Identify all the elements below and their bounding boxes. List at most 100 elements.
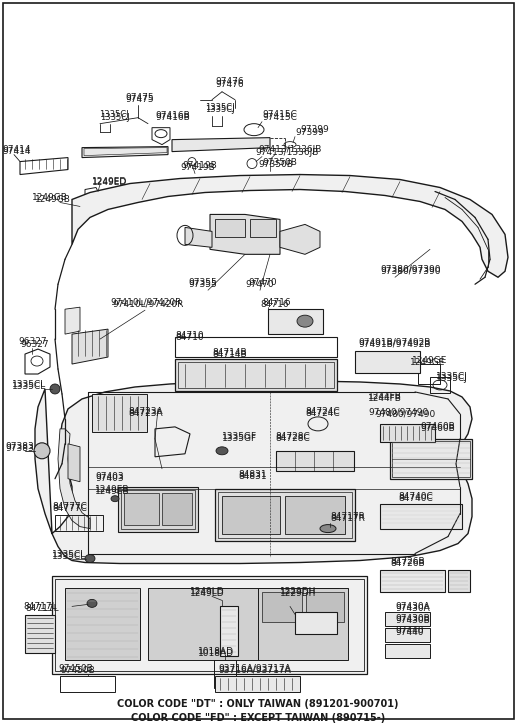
Text: 96327: 96327	[18, 337, 47, 345]
Bar	[214, 660, 236, 689]
Text: 97416B: 97416B	[155, 111, 190, 120]
Text: 1249GE: 1249GE	[410, 358, 445, 366]
Text: 97419B: 97419B	[180, 163, 215, 172]
Bar	[258, 589, 348, 660]
Bar	[55, 515, 103, 531]
Bar	[418, 364, 440, 384]
Bar	[268, 309, 323, 334]
Bar	[52, 576, 367, 674]
Text: 84777C: 84777C	[52, 504, 87, 513]
Text: 97410L/97420R: 97410L/97420R	[112, 300, 184, 308]
Text: 97415C: 97415C	[262, 110, 297, 119]
Bar	[385, 644, 430, 658]
Ellipse shape	[87, 599, 97, 607]
Text: 1335CJ: 1335CJ	[100, 113, 130, 122]
Text: 1249EB: 1249EB	[95, 487, 129, 496]
Ellipse shape	[111, 496, 119, 502]
Text: 97413/1336JB: 97413/1336JB	[255, 148, 318, 157]
Text: 97440: 97440	[395, 628, 423, 637]
Text: 97475: 97475	[125, 96, 154, 104]
Text: 1249LD: 1249LD	[190, 589, 224, 598]
Polygon shape	[65, 307, 80, 334]
Text: 1249GE: 1249GE	[412, 355, 447, 365]
Bar	[380, 571, 445, 592]
Polygon shape	[35, 381, 472, 563]
Text: 1244FB: 1244FB	[368, 395, 402, 403]
Bar	[215, 219, 245, 237]
Text: 97430B: 97430B	[395, 614, 430, 623]
Text: 84716: 84716	[262, 298, 291, 307]
Bar	[118, 487, 198, 531]
Text: 1249ED: 1249ED	[92, 177, 127, 186]
Text: 1335GF: 1335GF	[222, 432, 257, 442]
Text: 1335CL: 1335CL	[52, 550, 86, 559]
Text: 97403: 97403	[95, 472, 124, 481]
Bar	[175, 359, 337, 391]
Text: 97383: 97383	[5, 442, 34, 451]
Bar	[121, 489, 195, 529]
Text: 84724C: 84724C	[305, 408, 340, 416]
Bar	[175, 337, 337, 357]
Text: 84726B: 84726B	[390, 559, 424, 568]
Text: 1229DH: 1229DH	[280, 587, 316, 596]
Text: 97430A: 97430A	[395, 604, 430, 613]
Text: 97403: 97403	[95, 474, 124, 483]
Text: 97475: 97475	[125, 93, 154, 102]
Text: 97480/97490: 97480/97490	[375, 409, 435, 418]
Text: 97413/1336JB: 97413/1336JB	[258, 145, 322, 154]
Text: 97399: 97399	[300, 125, 329, 134]
Bar	[276, 451, 354, 471]
Bar	[390, 439, 472, 479]
Bar	[355, 351, 420, 373]
Text: 84723A: 84723A	[128, 409, 163, 418]
Text: 97383: 97383	[5, 445, 34, 453]
Text: 84710: 84710	[175, 331, 204, 340]
Text: 84710: 84710	[175, 332, 204, 342]
Bar	[385, 628, 430, 642]
Bar	[215, 676, 300, 692]
Bar	[448, 571, 470, 592]
Bar	[285, 496, 345, 534]
Text: 97414: 97414	[2, 145, 31, 154]
Ellipse shape	[297, 315, 313, 327]
Text: 1249EB: 1249EB	[95, 485, 129, 494]
Polygon shape	[185, 227, 212, 248]
Bar	[392, 441, 470, 476]
Text: 84728C: 84728C	[275, 432, 310, 442]
Text: 1335CL: 1335CL	[12, 381, 46, 390]
Text: 97355: 97355	[188, 278, 217, 287]
Text: 1249ED: 1249ED	[92, 178, 127, 187]
Polygon shape	[72, 329, 108, 364]
Bar	[148, 589, 338, 660]
Bar	[215, 489, 355, 541]
Text: 1335CL: 1335CL	[12, 382, 46, 392]
Text: 1244FB: 1244FB	[368, 392, 402, 401]
Text: 97355: 97355	[188, 279, 217, 289]
Text: 96327: 96327	[20, 340, 49, 348]
Text: 97450B: 97450B	[60, 665, 95, 675]
Text: 97476: 97476	[215, 77, 244, 86]
Ellipse shape	[34, 443, 50, 459]
Bar	[55, 579, 364, 671]
Text: 97416B: 97416B	[155, 113, 190, 122]
Text: 97491B/97492B: 97491B/97492B	[358, 337, 430, 347]
Text: 1335CJ: 1335CJ	[205, 105, 235, 114]
Text: 1249GB: 1249GB	[35, 195, 71, 204]
Text: 1229DH: 1229DH	[280, 589, 316, 598]
Text: 97476: 97476	[215, 80, 244, 89]
Text: 1335CJ: 1335CJ	[205, 104, 235, 112]
Bar	[25, 615, 55, 653]
Text: 84740C: 84740C	[398, 494, 433, 503]
Text: 84728C: 84728C	[275, 434, 310, 443]
Text: COLOR CODE "FD" : EXCEPT TAIWAN (890715-): COLOR CODE "FD" : EXCEPT TAIWAN (890715-…	[131, 713, 385, 723]
Text: 97460B: 97460B	[420, 424, 455, 434]
Ellipse shape	[320, 525, 336, 533]
Text: 84723A: 84723A	[128, 408, 163, 416]
Text: 97419B: 97419B	[182, 161, 217, 170]
Bar	[295, 613, 337, 634]
Bar	[380, 504, 462, 529]
Bar	[306, 592, 344, 623]
Text: 97380/97390: 97380/97390	[380, 265, 440, 274]
Text: 84717L: 84717L	[23, 602, 57, 611]
Polygon shape	[72, 174, 508, 277]
